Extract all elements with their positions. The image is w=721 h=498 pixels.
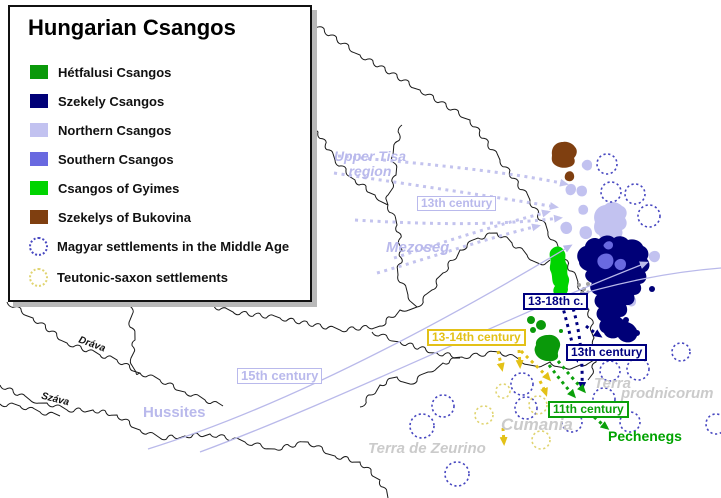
label-hussites: Hussites: [143, 404, 206, 421]
river-drava: [6, 301, 224, 407]
gyimes-csango-area: [549, 246, 570, 297]
label-terra-prodnicorum-line1: Terra: [594, 375, 631, 392]
szekely-swatch: [30, 94, 48, 108]
magyar-settlement-circle-icon: [29, 236, 48, 256]
legend-title: Hungarian Csangos: [28, 15, 236, 40]
label-13th-century-west: 13th century: [417, 196, 497, 212]
hetfalusi-swatch: [30, 65, 48, 79]
legend-box: Hungarian Csangos Hétfalusi Csangos Szek…: [8, 5, 312, 302]
label-13-14th-century: 13-14th century: [427, 329, 526, 347]
teutonic-settlement-circles: [474, 383, 551, 450]
legend-item-hetfalusi: Hétfalusi Csangos: [30, 62, 171, 82]
hetfalusi-csango-areas: [527, 316, 563, 362]
legend-item-northern: Northern Csangos: [30, 120, 171, 140]
border-west-edge: [0, 402, 61, 417]
yellow-dashed-migration-arrows: [496, 349, 551, 446]
label-15th-century: 15th century: [237, 368, 323, 385]
southern-swatch: [30, 152, 48, 166]
legend-item-southern: Southern Csangos: [30, 149, 174, 169]
gyimes-swatch: [30, 181, 48, 195]
river-vertical-tributary: [128, 299, 141, 375]
river-szava: [0, 384, 389, 498]
label-pechenegs: Pechenegs: [608, 428, 682, 444]
river-somes-a: [299, 119, 389, 206]
teutonic-settlement-circle-icon: [29, 267, 48, 287]
rivers-and-borders: [0, 21, 598, 498]
river-upper-tisa: [310, 21, 561, 253]
river-somes-c: [387, 204, 418, 308]
legend-item-teutonic-settlements: Teutonic-saxon settlements: [29, 267, 228, 287]
legend-item-label: Teutonic-saxon settlements: [57, 269, 228, 285]
label-cumania: Cumania: [501, 415, 573, 434]
legend-item-szekely: Szekely Csangos: [30, 91, 164, 111]
legend-item-label: Southern Csangos: [58, 151, 174, 167]
label-13th-century-south: 13th century: [566, 344, 648, 362]
legend-item-label: Szekely Csangos: [58, 93, 165, 109]
legend-item-label: Hétfalusi Csangos: [58, 64, 172, 80]
label-terra-de-zeurino: Terra de Zeurino: [368, 440, 486, 457]
magyar-settlement-circles: [409, 153, 721, 487]
legend-item-label: Northern Csangos: [58, 122, 172, 138]
label-13-18th-century: 13-18th c.: [523, 293, 589, 311]
border-southwest: [359, 357, 461, 408]
legend-item-gyimes: Csangos of Gyimes: [30, 178, 179, 198]
bukovina-brown-areas: [551, 141, 577, 182]
legend-item-label: Csangos of Gyimes: [58, 180, 180, 196]
northern-swatch: [30, 123, 48, 137]
river-mures: [199, 232, 551, 333]
label-terra-prodnicorum-line2: prodnicorum: [621, 385, 714, 402]
legend-item-bukovina: Szekelys of Bukovina: [30, 207, 191, 227]
label-mezoseg: Mezoseg: [386, 239, 450, 256]
lavender-dashed-migration-arrows: [333, 154, 569, 275]
legend-item-label: Magyar settlements in the Middle Age: [57, 238, 290, 254]
legend-item-label: Szekelys of Bukovina: [58, 209, 191, 225]
label-11th-century: 11th century: [548, 401, 629, 419]
southern-csango-areas: [597, 241, 626, 271]
border-south-carpathians: [371, 331, 595, 370]
bukovina-swatch: [30, 210, 48, 224]
szekely-csango-areas: [577, 235, 655, 343]
legend-item-magyar-settlements: Magyar settlements in the Middle Age: [29, 236, 290, 256]
label-upper-tisa-region: Upper Tisa region: [333, 148, 407, 180]
